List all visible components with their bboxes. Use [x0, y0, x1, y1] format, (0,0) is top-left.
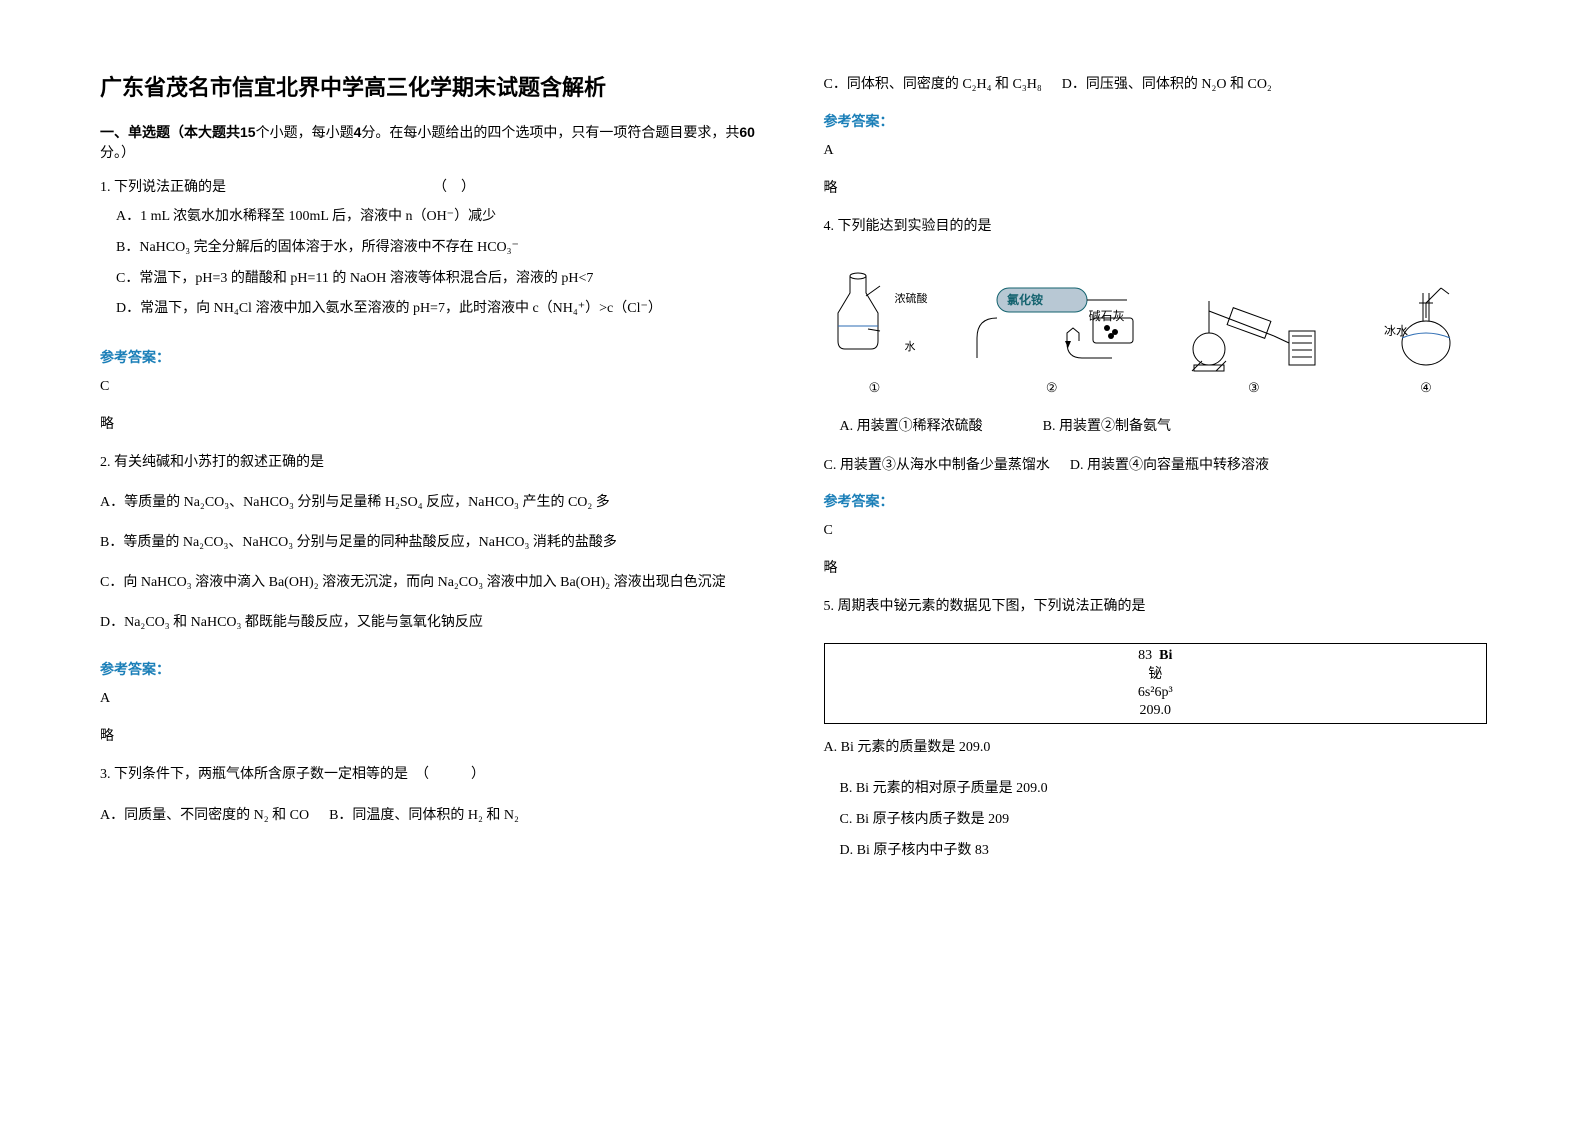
left-column: 广东省茂名市信宜北界中学高三化学期末试题含解析 一、单选题（本大题共15个小题，… [100, 70, 764, 1052]
q4-opt-b: B. 用装置②制备氨气 [1043, 412, 1171, 443]
d1-num: ① [869, 380, 881, 396]
d1-label-a: 浓硫酸 [895, 290, 935, 306]
question-3: 3. 下列条件下，两瓶气体所含原子数一定相等的是 （ ） [100, 761, 764, 789]
q5-opt-c: C. Bi 原子核内质子数是 209 [840, 805, 1488, 836]
d2-num: ② [1046, 380, 1058, 396]
diagram-4: 冰水 ④ [1371, 278, 1481, 396]
bi-row4: 209.0 [831, 702, 1481, 720]
bi-row3: 6s²6p³ [831, 684, 1481, 702]
q1-opt-b: B．NaHCO₃ 完全分解后的固体溶于水，所得溶液中不存在 HCO₃⁻ [116, 233, 764, 264]
heading-mid2: 分。在每小题给出的四个选项中，只有一项符合题目要求，共 [361, 126, 739, 141]
distill-icon [1184, 281, 1324, 376]
section-heading: 一、单选题（本大题共15个小题，每小题4分。在每小题给出的四个选项中，只有一项符… [100, 122, 764, 162]
d1-label-b: 水 [905, 338, 925, 354]
q4-row1: A. 用装置①稀释浓硫酸 B. 用装置②制备氨气 [824, 412, 1488, 443]
d4-label: 冰水 [1384, 322, 1408, 339]
q5-opt-d: D. Bi 原子核内中子数 83 [840, 836, 1488, 867]
q4-opt-a: A. 用装置①稀释浓硫酸 [840, 412, 983, 443]
q3-opt-c: C．同体积、同密度的 C₂H₄ 和 C₃H₈ [824, 70, 1042, 101]
tube-setup-icon: 氯化铵 [967, 278, 1137, 373]
d2-label-a: 氯化铵 [1007, 292, 1043, 307]
q3-opt-d: D．同压强、同体积的 N₂O 和 CO₂ [1062, 70, 1272, 101]
q4-diagrams: 浓硫酸 水 ① 氯化铵 碱石灰 ② [824, 271, 1488, 396]
q2-brief: 略 [100, 723, 764, 751]
heading-mid1: 个小题，每小题 [256, 126, 354, 141]
q2-opt-a: A．等质量的 Na₂CO₃、NaHCO₃ 分别与足量稀 H₂SO₄ 反应，NaH… [100, 489, 764, 517]
q1-answer: C [100, 373, 764, 401]
q3-brief: 略 [824, 175, 1488, 203]
question-2: 2. 有关纯碱和小苏打的叙述正确的是 [100, 449, 764, 477]
q3-row2: C．同体积、同密度的 C₂H₄ 和 C₃H₈ D．同压强、同体积的 N₂O 和 … [824, 70, 1488, 101]
q1-answer-label: 参考答案： [100, 347, 764, 367]
q3-stem: 3. 下列条件下，两瓶气体所含原子数一定相等的是 （ ） [100, 761, 764, 789]
d3-num: ③ [1248, 380, 1260, 396]
q2-opt-d: D．Na₂CO₃ 和 NaHCO₃ 都既能与酸反应，又能与氢氧化钠反应 [100, 609, 764, 637]
diagram-1: 浓硫酸 水 ① [830, 271, 920, 396]
q1-stem: 1. 下列说法正确的是 [100, 180, 226, 195]
q3-opt-b: B．同温度、同体积的 H₂ 和 N₂ [329, 801, 519, 832]
page-title: 广东省茂名市信宜北界中学高三化学期末试题含解析 [100, 70, 764, 102]
bi-symbol: Bi [1159, 648, 1172, 663]
q4-opt-c: C. 用装置③从海水中制备少量蒸馏水 [824, 451, 1050, 482]
heading-total: 60 [739, 124, 755, 140]
q3-row1: A．同质量、不同密度的 N₂ 和 CO B．同温度、同体积的 H₂ 和 N₂ [100, 801, 764, 832]
q5-opt-a: A. Bi 元素的质量数是 209.0 [824, 734, 1488, 762]
q2-answer-label: 参考答案： [100, 659, 764, 679]
q1-opt-a: A．1 mL 浓氨水加水稀释至 100mL 后，溶液中 n（OH⁻）减少 [116, 202, 764, 233]
q4-opt-d: D. 用装置④向容量瓶中转移溶液 [1070, 451, 1269, 482]
q2-opt-c: C．向 NaHCO₃ 溶液中滴入 Ba(OH)₂ 溶液无沉淀，而向 Na₂CO₃… [100, 569, 764, 597]
diagram-3: ③ [1184, 281, 1324, 396]
q2-stem: 2. 有关纯碱和小苏打的叙述正确的是 [100, 449, 764, 477]
q1-opt-c: C．常温下，pH=3 的醋酸和 pH=11 的 NaOH 溶液等体积混合后，溶液… [116, 264, 764, 295]
q1-opt-d: D．常温下，向 NH₄Cl 溶液中加入氨水至溶液的 pH=7，此时溶液中 c（N… [116, 294, 764, 325]
heading-suffix: 分。） [100, 146, 135, 161]
question-4: 4. 下列能达到实验目的的是 [824, 213, 1488, 241]
q4-brief: 略 [824, 555, 1488, 583]
d2-label-b: 碱石灰 [1089, 307, 1125, 324]
bi-element-box: 83 Bi 铋 6s²6p³ 209.0 [824, 643, 1488, 724]
q1-paren: （ ） [433, 174, 475, 202]
d4-num: ④ [1420, 380, 1432, 396]
bi-row1: 83 Bi [831, 647, 1481, 665]
q5-opt-b: B. Bi 元素的相对原子质量是 209.0 [840, 774, 1488, 805]
bi-row2: 铋 [831, 666, 1481, 684]
q2-answer: A [100, 685, 764, 713]
q4-stem: 4. 下列能达到实验目的的是 [824, 213, 1488, 241]
diagram-2: 氯化铵 碱石灰 ② [967, 278, 1137, 396]
question-5: 5. 周期表中铋元素的数据见下图，下列说法正确的是 [824, 593, 1488, 621]
heading-prefix: 一、单选题（本大题共 [100, 124, 240, 140]
bi-num: 83 [1138, 648, 1152, 663]
q1-brief: 略 [100, 411, 764, 439]
q3-answer: A [824, 137, 1488, 165]
heading-count: 15 [240, 124, 256, 140]
q4-answer: C [824, 517, 1488, 545]
q3-opt-a: A．同质量、不同密度的 N₂ 和 CO [100, 801, 309, 832]
right-column: C．同体积、同密度的 C₂H₄ 和 C₃H₈ D．同压强、同体积的 N₂O 和 … [824, 70, 1488, 1052]
q3-answer-label: 参考答案： [824, 111, 1488, 131]
q4-answer-label: 参考答案： [824, 491, 1488, 511]
q2-opt-b: B．等质量的 Na₂CO₃、NaHCO₃ 分别与足量的同种盐酸反应，NaHCO₃… [100, 529, 764, 557]
q1-stem-row: 1. 下列说法正确的是 （ ） [100, 174, 764, 202]
q5-stem: 5. 周期表中铋元素的数据见下图，下列说法正确的是 [824, 593, 1488, 621]
question-1: 1. 下列说法正确的是 （ ） A．1 mL 浓氨水加水稀释至 100mL 后，… [100, 174, 764, 325]
q4-row2: C. 用装置③从海水中制备少量蒸馏水 D. 用装置④向容量瓶中转移溶液 [824, 451, 1488, 482]
